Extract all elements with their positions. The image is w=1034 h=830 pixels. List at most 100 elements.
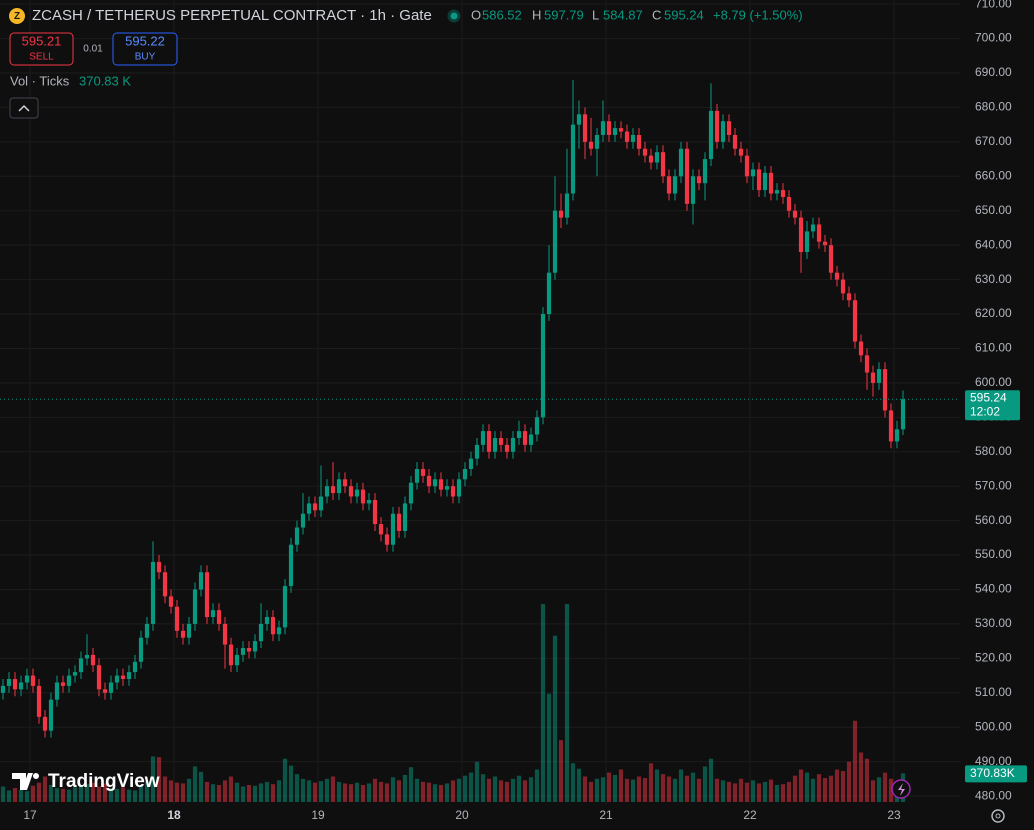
- candle-body: [852, 300, 858, 342]
- candle-body: [684, 148, 690, 204]
- volume-bar: [462, 775, 468, 802]
- y-tick-label: 560.00: [975, 513, 1012, 527]
- volume-legend: 370.83 K: [79, 73, 131, 88]
- volume-bar: [168, 780, 174, 802]
- candle-body: [342, 479, 348, 487]
- overlay: Z ZCASH / TETHERUS PERPETUAL CONTRACT · …: [9, 0, 1027, 823]
- candle-body: [774, 190, 780, 194]
- volume-bar: [108, 788, 114, 802]
- y-tick-label: 600.00: [975, 375, 1012, 389]
- volume-bar: [648, 763, 654, 802]
- candle-body: [744, 155, 750, 177]
- candle-body: [372, 499, 378, 525]
- candle-body: [468, 458, 474, 469]
- candle-body: [756, 169, 762, 191]
- candle-body: [78, 658, 84, 673]
- y-tick-label: 550.00: [975, 547, 1012, 561]
- candle-body: [288, 544, 294, 587]
- collapse-button[interactable]: [9, 97, 39, 119]
- volume-bar: [36, 782, 42, 802]
- sell-label: SELL: [29, 52, 54, 63]
- volume-bar: [528, 777, 534, 802]
- y-tick-label: 490.00: [975, 754, 1012, 768]
- logo-text: TradingView: [48, 771, 160, 792]
- volume-bar: [726, 781, 732, 802]
- settings-hub: [995, 813, 1001, 819]
- candle-body: [618, 128, 624, 132]
- candle-body: [222, 623, 228, 645]
- volume-bar: [588, 781, 594, 802]
- y-tick-label: 570.00: [975, 478, 1012, 492]
- buy-button[interactable]: [112, 32, 178, 66]
- candle-body: [792, 210, 798, 218]
- x-tick-label: 21: [599, 808, 613, 822]
- candle-body: [672, 176, 678, 194]
- volume-bar: [876, 777, 882, 802]
- settings-icon[interactable]: [991, 809, 1005, 823]
- volume-bar: [312, 782, 318, 802]
- buy-label: BUY: [135, 52, 156, 63]
- volume-bar: [756, 783, 762, 802]
- y-tick-label: 680.00: [975, 100, 1012, 114]
- y-tick-label: 650.00: [975, 203, 1012, 217]
- volume-bar: [324, 778, 330, 802]
- candle-body: [126, 672, 132, 680]
- volume-bar: [660, 774, 666, 802]
- candle-body: [300, 513, 306, 528]
- candle-body: [834, 272, 840, 280]
- ohlc-change: +8.79 (+1.50%): [713, 7, 803, 22]
- y-tick-label: 630.00: [975, 272, 1012, 286]
- candle-body: [630, 134, 636, 142]
- candle-body: [900, 399, 906, 430]
- volume-bar: [888, 778, 894, 802]
- volume-bar: [54, 788, 60, 802]
- volume-bar: [870, 780, 876, 802]
- volume-bar: [0, 786, 6, 802]
- spread: 0.01: [83, 44, 103, 55]
- volume-bar: [264, 781, 270, 802]
- volume-bar: [66, 789, 72, 802]
- candle-body: [780, 190, 786, 197]
- volume-bar: [846, 761, 852, 802]
- candle-body: [750, 169, 756, 177]
- volume-bar: [366, 783, 372, 802]
- volume-bar: [702, 766, 708, 802]
- candle-body: [456, 479, 462, 497]
- volume-bar: [336, 781, 342, 802]
- candle-body: [510, 437, 516, 452]
- volume-bar: [402, 774, 408, 802]
- y-tick-label: 640.00: [975, 237, 1012, 251]
- volume-bar: [732, 783, 738, 802]
- volume-bar: [720, 780, 726, 802]
- volume-bar: [696, 778, 702, 802]
- volume-bar: [504, 781, 510, 802]
- ohlc-l: L: [592, 7, 599, 22]
- volume-bar: [360, 784, 366, 802]
- candle-body: [186, 623, 192, 638]
- candle-body: [702, 159, 708, 184]
- candle-body: [714, 110, 720, 142]
- sell-button[interactable]: [9, 32, 74, 66]
- volume-bar: [228, 776, 234, 802]
- volume-tag-label: 370.83K: [970, 766, 1015, 780]
- y-tick-label: 520.00: [975, 651, 1012, 665]
- candle-body: [732, 134, 738, 149]
- candle-body: [30, 675, 36, 686]
- candle-body: [888, 410, 894, 442]
- candle-body: [12, 679, 18, 690]
- y-tick-label: 580.00: [975, 444, 1012, 458]
- candle-body: [108, 682, 114, 693]
- candle-body: [246, 648, 252, 652]
- candle-body: [252, 641, 258, 652]
- ohlc-c-value: 595.24: [664, 7, 704, 22]
- candle-body: [612, 128, 618, 135]
- volume-bar: [42, 776, 48, 802]
- volume-bar: [90, 782, 96, 802]
- candle-body: [228, 644, 234, 666]
- candle-body: [84, 654, 90, 659]
- countdown-label: 12:02: [970, 404, 1000, 418]
- candle-body: [66, 675, 72, 686]
- candle-body: [210, 610, 216, 618]
- candle-body: [444, 486, 450, 490]
